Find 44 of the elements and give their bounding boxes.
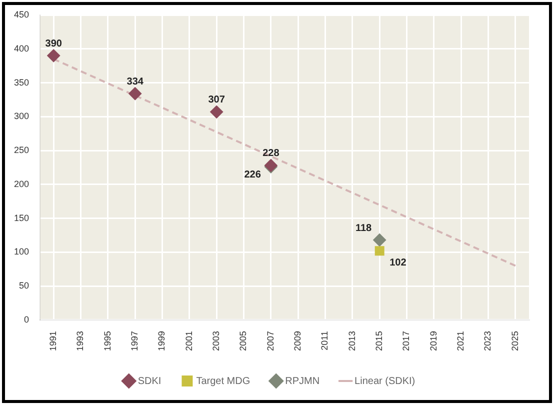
- point: [210, 105, 224, 118]
- y-tick-label: 100: [14, 246, 30, 257]
- y-tick-label: 300: [14, 111, 30, 122]
- x-tick-label: 2015: [374, 330, 384, 352]
- x-tick-label: 2025: [510, 330, 520, 352]
- x-tick-label: 2017: [401, 330, 412, 352]
- y-tick-label: 50: [19, 280, 30, 291]
- x-tick-label: 1999: [156, 330, 167, 352]
- legend-label: Linear (SDKI): [354, 376, 416, 387]
- point: [374, 246, 384, 256]
- x-tick-label: 1991: [48, 330, 58, 352]
- x-tick-label: 2005: [238, 330, 248, 352]
- point: [47, 49, 60, 62]
- x-tick-label: 1995: [102, 330, 112, 352]
- x-tick-label: 2001: [184, 330, 194, 352]
- x-tick-label: 2023: [482, 330, 493, 352]
- y-tick-label: 150: [14, 212, 30, 223]
- legend-label: RPJMN: [285, 376, 320, 387]
- x-tick-label: 2021: [456, 330, 466, 352]
- y-tick-label: 450: [14, 9, 30, 20]
- x-tick-label: 2013: [346, 330, 357, 352]
- data-label: 102: [390, 258, 407, 269]
- x-tick-label: 2007: [265, 330, 276, 352]
- legend-label: SDKI: [138, 376, 162, 387]
- x-tick-label: 2003: [211, 330, 222, 352]
- y-tick-label: 250: [14, 145, 30, 156]
- data-label: 307: [208, 94, 226, 106]
- x-tick-label: 2011: [320, 330, 330, 350]
- data-label: 390: [45, 38, 62, 50]
- data-label: 226: [244, 170, 262, 181]
- data-label: 228: [262, 148, 280, 160]
- data-label: 334: [126, 76, 144, 88]
- x-tick-label: 1997: [130, 330, 140, 352]
- x-tick-label: 2019: [428, 330, 438, 352]
- point: [128, 87, 142, 100]
- y-tick-label: 0: [24, 314, 30, 324]
- point: [373, 234, 386, 247]
- y-tick-label: 400: [14, 43, 30, 54]
- legend-label: Target MDG: [196, 376, 250, 387]
- y-tick-label: 350: [14, 77, 30, 88]
- x-tick-label: 1993: [75, 330, 86, 352]
- y-tick-label: 200: [14, 178, 30, 189]
- data-label: 118: [355, 222, 372, 234]
- x-tick-label: 2009: [292, 330, 303, 352]
